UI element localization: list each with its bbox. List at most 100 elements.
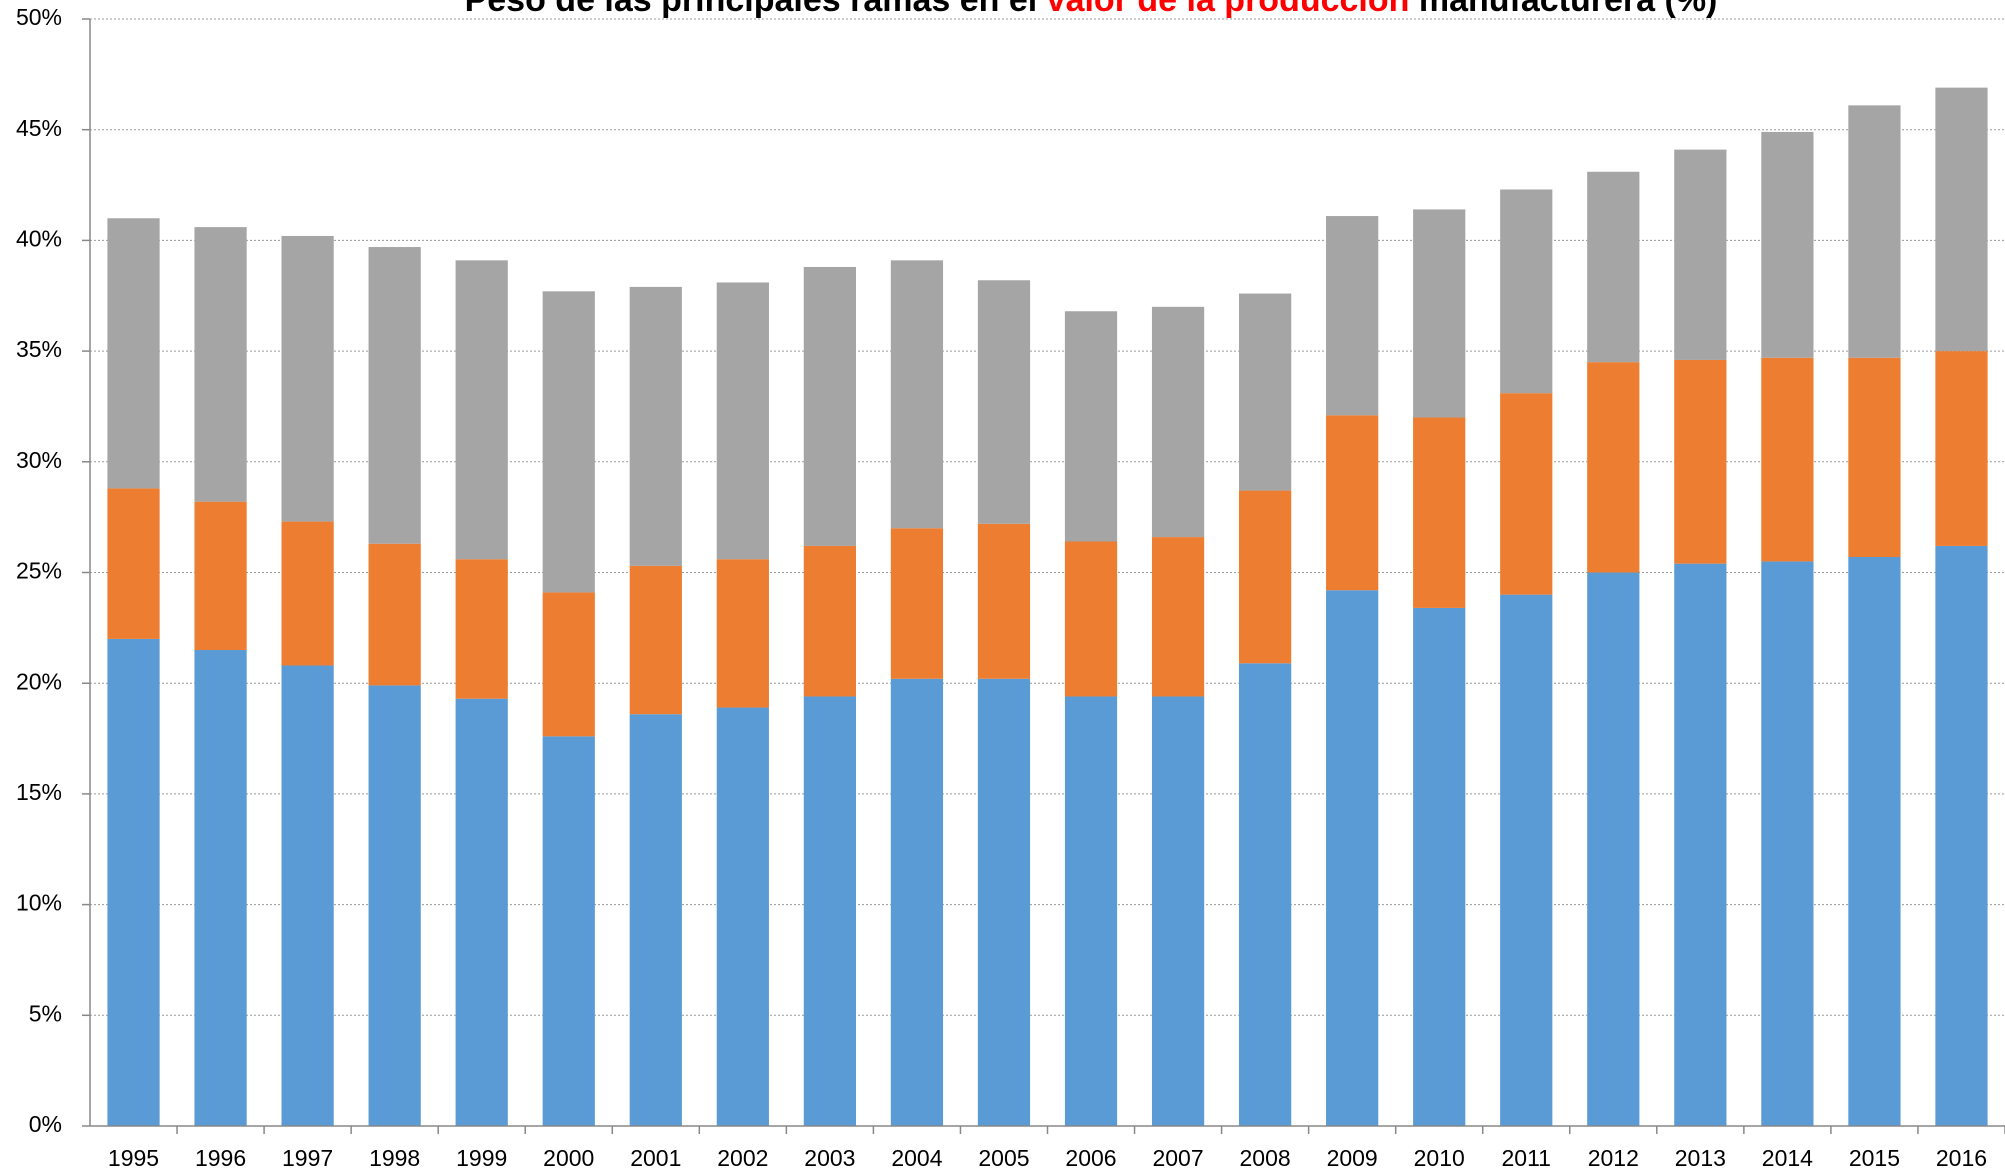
bar-segment xyxy=(107,488,160,639)
bar-segment xyxy=(716,559,769,708)
bar-segment xyxy=(890,260,944,529)
bar-segment xyxy=(977,678,1031,1126)
bar-segment xyxy=(455,698,508,1126)
bar-segment xyxy=(1587,171,1640,363)
bar-segment xyxy=(1935,351,1988,546)
bar-segment xyxy=(1413,209,1466,418)
bar-segment xyxy=(716,282,769,560)
bar-segment xyxy=(1761,561,1814,1126)
x-tick-label: 2008 xyxy=(1240,1145,1291,1171)
y-tick-label: 0% xyxy=(29,1111,62,1137)
title-part: valor de la producción xyxy=(1047,0,1410,19)
bar-segment xyxy=(803,545,856,697)
bar-segment xyxy=(1848,105,1901,358)
bar-segment xyxy=(1761,357,1814,562)
bar-segment xyxy=(1587,572,1640,1126)
bar-segment xyxy=(542,592,595,737)
bar-segment xyxy=(455,260,508,560)
x-tick-label: 2016 xyxy=(1936,1145,1987,1171)
x-tick-label: 2014 xyxy=(1762,1145,1813,1171)
x-tick-label: 2011 xyxy=(1502,1145,1551,1171)
bar-segment xyxy=(194,227,247,502)
bar-segment xyxy=(1674,359,1727,564)
bar-segment xyxy=(716,707,769,1126)
bar-segment xyxy=(1239,293,1292,491)
bar-segment xyxy=(107,218,160,489)
y-tick-label: 30% xyxy=(16,447,62,473)
x-tick-label: 2009 xyxy=(1327,1145,1378,1171)
y-tick-label: 50% xyxy=(16,4,62,30)
x-tick-label: 2013 xyxy=(1675,1145,1726,1171)
bar-segment xyxy=(1413,607,1466,1126)
x-tick-label: 1997 xyxy=(282,1145,333,1171)
bar-segment xyxy=(1151,696,1205,1126)
bar-segment xyxy=(1674,149,1727,360)
y-tick-label: 35% xyxy=(16,336,62,362)
bar-segment xyxy=(1326,216,1379,416)
bar-segment xyxy=(1064,541,1118,697)
x-tick-label: 1998 xyxy=(369,1145,420,1171)
chart-title: Peso de las principales ramas en el valo… xyxy=(465,0,1718,19)
bar-segment xyxy=(194,501,247,650)
bar-segment xyxy=(455,559,508,699)
x-tick-label: 1996 xyxy=(195,1145,246,1171)
bar-segment xyxy=(890,528,944,679)
bar-segment xyxy=(629,565,682,715)
x-tick-label: 2005 xyxy=(978,1145,1029,1171)
title-part: Peso de las principales ramas en el xyxy=(465,0,1047,19)
bar-segment xyxy=(281,235,334,522)
x-tick-label: 2003 xyxy=(804,1145,855,1171)
bar-segment xyxy=(1151,306,1205,538)
bar-segment xyxy=(1500,393,1553,595)
bar-segment xyxy=(1587,362,1640,573)
bar-segment xyxy=(890,678,944,1126)
bar-segment xyxy=(1935,87,1988,352)
bar-segment xyxy=(1761,131,1814,358)
bar-segment xyxy=(1848,557,1901,1126)
x-tick-label: 1995 xyxy=(108,1145,159,1171)
y-tick-label: 40% xyxy=(16,225,62,251)
x-tick-label: 2006 xyxy=(1065,1145,1116,1171)
bar-segment xyxy=(1500,594,1553,1126)
x-tick-label: 1999 xyxy=(456,1145,507,1171)
bar-segment xyxy=(1151,537,1205,697)
x-tick-label: 2007 xyxy=(1152,1145,1203,1171)
x-tick-label: 2001 xyxy=(630,1145,681,1171)
bar-segment xyxy=(629,714,682,1126)
x-tick-label: 2002 xyxy=(717,1145,768,1171)
bar-segment xyxy=(542,291,595,593)
y-tick-label: 5% xyxy=(29,1000,62,1026)
bar-segment xyxy=(107,638,160,1126)
x-tick-label: 2004 xyxy=(891,1145,942,1171)
bar-segment xyxy=(1064,311,1118,542)
x-tick-label: 2012 xyxy=(1588,1145,1639,1171)
bar-segment xyxy=(281,665,334,1126)
y-tick-label: 25% xyxy=(16,558,62,584)
bar-segment xyxy=(1413,417,1466,608)
y-tick-label: 15% xyxy=(16,779,62,805)
bar-segment xyxy=(542,736,595,1126)
y-tick-label: 45% xyxy=(16,115,62,141)
x-tick-label: 2015 xyxy=(1849,1145,1900,1171)
bar-segment xyxy=(281,521,334,666)
y-tick-label: 20% xyxy=(16,668,62,694)
bar-segment xyxy=(368,543,421,686)
bar-segment xyxy=(1935,545,1988,1126)
bar-segment xyxy=(194,649,247,1126)
y-tick-label: 10% xyxy=(16,890,62,916)
bar-segment xyxy=(977,523,1031,679)
bar-segment xyxy=(1326,415,1379,591)
bar-segment xyxy=(1064,696,1118,1126)
title-part: manufacturera (%) xyxy=(1409,0,1717,19)
bar-segment xyxy=(1326,590,1379,1126)
bar-segment xyxy=(368,247,421,544)
bar-segment xyxy=(1848,357,1901,558)
bar-segment xyxy=(1239,490,1292,664)
bar-segment xyxy=(803,266,856,546)
bar-segment xyxy=(1239,663,1292,1126)
bar-segment xyxy=(629,286,682,566)
bar-segment xyxy=(1674,563,1727,1126)
x-tick-label: 2010 xyxy=(1414,1145,1465,1171)
bar-segment xyxy=(368,685,421,1126)
